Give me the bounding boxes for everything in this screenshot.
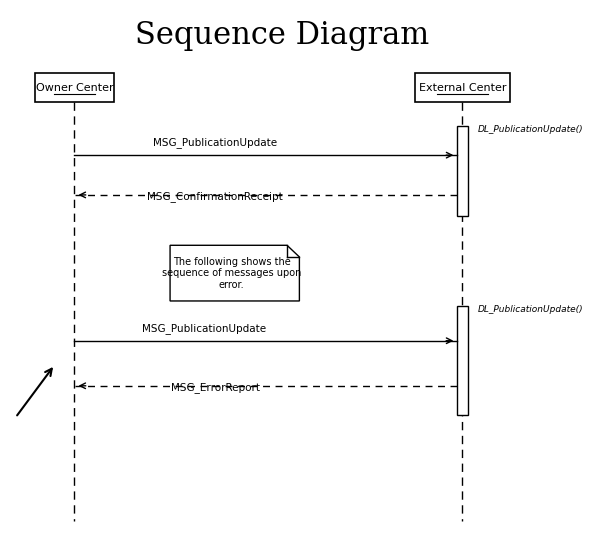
Text: MSG_PublicationUpdate: MSG_PublicationUpdate xyxy=(142,323,266,334)
FancyBboxPatch shape xyxy=(457,126,467,216)
Text: MSG_ErrorReport: MSG_ErrorReport xyxy=(170,382,260,393)
Text: The following shows the
sequence of messages upon
error.: The following shows the sequence of mess… xyxy=(162,256,301,290)
FancyBboxPatch shape xyxy=(457,306,467,415)
Text: Owner Center: Owner Center xyxy=(35,83,113,93)
Text: External Center: External Center xyxy=(419,83,506,93)
Text: MSG_PublicationUpdate: MSG_PublicationUpdate xyxy=(153,138,277,148)
Text: MSG_ConfirmationReceipt: MSG_ConfirmationReceipt xyxy=(147,191,283,202)
Text: DL_PublicationUpdate(): DL_PublicationUpdate() xyxy=(478,305,584,314)
Polygon shape xyxy=(170,245,299,301)
FancyBboxPatch shape xyxy=(35,73,114,102)
Text: DL_PublicationUpdate(): DL_PublicationUpdate() xyxy=(478,125,584,134)
FancyBboxPatch shape xyxy=(415,73,510,102)
Text: Sequence Diagram: Sequence Diagram xyxy=(136,20,430,51)
